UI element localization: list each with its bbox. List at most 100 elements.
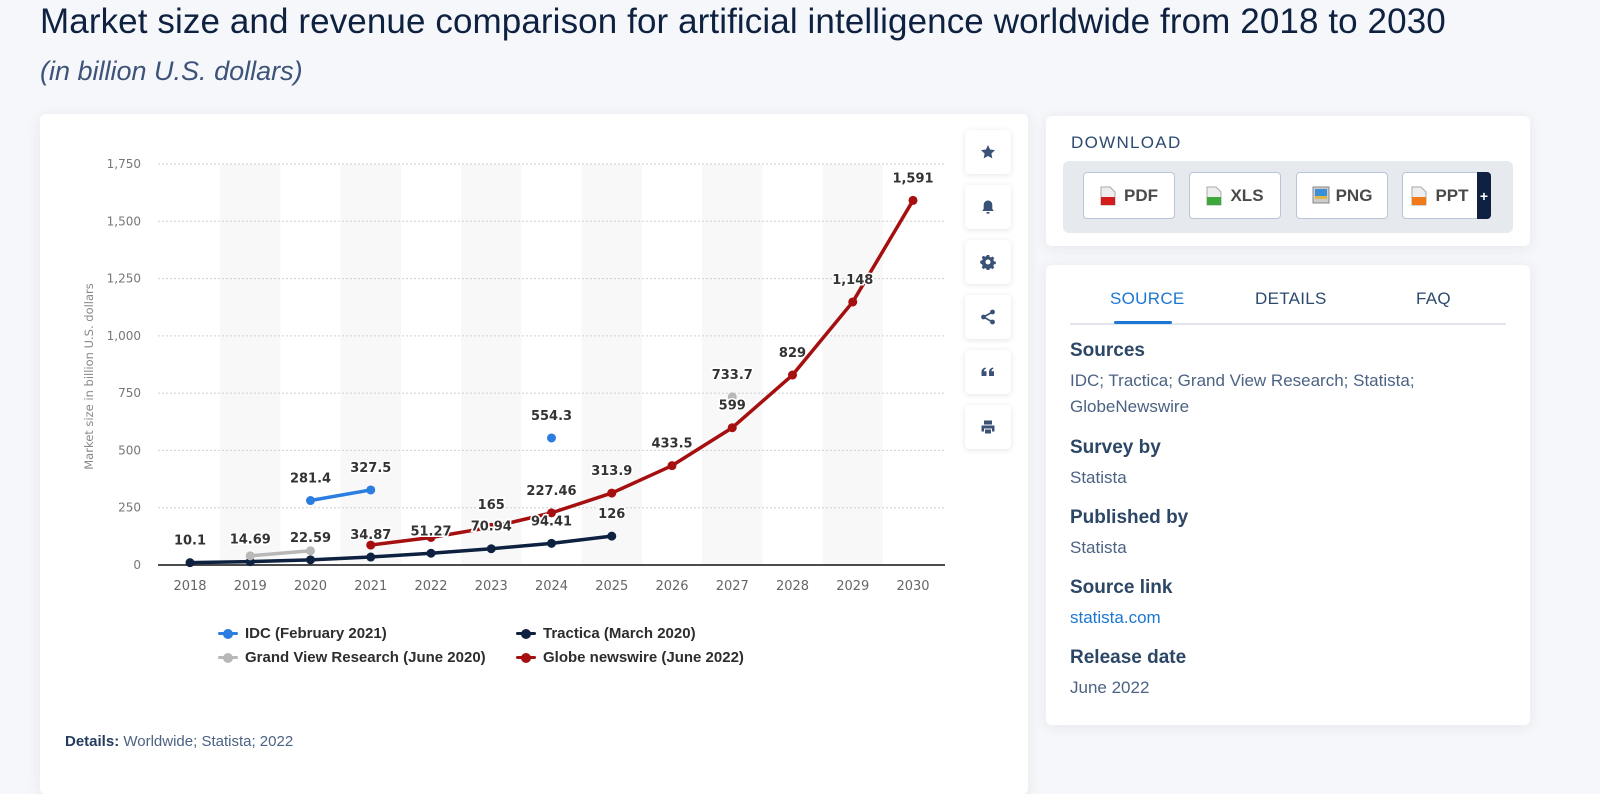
data-point: [848, 297, 858, 307]
legend-marker: [218, 628, 238, 639]
x-tick-label: 2020: [294, 579, 327, 594]
x-tick-label: 2022: [414, 579, 447, 594]
quote-icon: [981, 367, 994, 376]
gear-icon: [980, 255, 996, 270]
settings-button[interactable]: [965, 240, 1011, 284]
chart-card: 0 250 500 750 1,000 1,250 1,500 1,750 2018 2019 20…: [40, 114, 1028, 794]
published-by-heading: Published by: [1070, 507, 1189, 528]
category-band: [220, 164, 281, 565]
print-button[interactable]: [965, 405, 1011, 449]
legend-item-grand-view-research[interactable]: Grand View Research (June 2020): [218, 649, 486, 666]
x-tick-label: 2025: [595, 579, 628, 594]
share-icon: [981, 309, 995, 325]
legend-item-globe-newswire[interactable]: Globe newswire (June 2022): [516, 649, 744, 666]
favorite-button[interactable]: [965, 130, 1011, 174]
info-sources: Sources IDC; Tractica; Grand View Resear…: [1070, 340, 1490, 420]
category-band: [340, 164, 401, 565]
legend-item-tractica[interactable]: Tractica (March 2020): [516, 625, 696, 642]
download-pdf-button[interactable]: PDF: [1083, 172, 1175, 219]
y-tick-label: 250: [118, 501, 141, 515]
data-label: 554.3: [531, 409, 572, 424]
legend-label: IDC (February 2021): [245, 625, 387, 642]
series-line: [188, 534, 614, 565]
data-label: 1,591: [892, 171, 933, 186]
data-label: 14.69: [230, 533, 271, 548]
details-label: Details:: [65, 733, 120, 750]
data-label: 126: [598, 507, 625, 522]
notification-button[interactable]: [965, 185, 1011, 229]
download-title: DOWNLOAD: [1071, 133, 1182, 152]
cite-button[interactable]: [965, 350, 1011, 394]
y-tick-label: 1,750: [107, 157, 141, 171]
series-line: [369, 198, 915, 547]
y-axis-title: Market size in billion U.S. dollars: [82, 283, 96, 470]
data-label: 51.27: [410, 524, 451, 539]
x-tick-label: 2029: [836, 579, 869, 594]
data-point: [788, 370, 797, 380]
survey-by-value: Statista: [1070, 468, 1127, 487]
download-more-button[interactable]: +: [1477, 172, 1491, 219]
download-ppt-button[interactable]: PPT: [1402, 172, 1478, 219]
source-link-heading: Source link: [1070, 577, 1173, 598]
download-panel: DOWNLOAD PDF XLS PNG PPT +: [1046, 116, 1530, 246]
data-point: [426, 533, 436, 543]
line-chart: 0 250 500 750 1,000 1,250 1,500 1,750 2018 2019 20…: [82, 157, 945, 594]
category-band: [822, 164, 883, 565]
tab-details[interactable]: DETAILS: [1255, 289, 1327, 308]
tab-source[interactable]: SOURCE: [1110, 289, 1185, 308]
xls-file-icon: [1206, 186, 1222, 206]
release-date-heading: Release date: [1070, 647, 1187, 668]
star-icon: [981, 145, 995, 159]
legend-label: Grand View Research (June 2020): [245, 649, 486, 666]
share-button[interactable]: [965, 295, 1011, 339]
legend-item-idc[interactable]: IDC (February 2021): [218, 625, 387, 642]
page-subtitle: (in billion U.S. dollars): [40, 56, 303, 86]
data-label: 433.5: [651, 437, 692, 452]
data-label: 733.7: [712, 368, 753, 383]
ppt-file-icon: [1411, 186, 1427, 206]
data-point: [727, 423, 737, 433]
category-band: [581, 164, 642, 565]
x-tick-label: 2030: [896, 579, 929, 594]
x-tick-label: 2027: [716, 579, 749, 594]
sources-value: IDC; Tractica; Grand View Research; Stat…: [1070, 371, 1415, 416]
chart-details: Details: Worldwide; Statista; 2022: [65, 733, 293, 750]
data-point: [607, 488, 617, 498]
data-point: [245, 551, 255, 561]
y-tick-label: 1,000: [107, 329, 141, 343]
legend-marker: [218, 652, 238, 663]
data-point: [547, 433, 556, 443]
info-release-date: Release date June 2022: [1070, 647, 1490, 701]
data-point: [486, 544, 496, 554]
download-png-button[interactable]: PNG: [1296, 172, 1388, 219]
data-point: [306, 555, 315, 565]
data-label: 313.9: [591, 464, 632, 479]
data-label: 227.46: [526, 484, 576, 499]
tab-faq[interactable]: FAQ: [1416, 289, 1451, 308]
download-xls-button[interactable]: XLS: [1189, 172, 1281, 219]
page-title: Market size and revenue comparison for a…: [40, 2, 1446, 41]
details-value: Worldwide; Statista; 2022: [123, 733, 294, 750]
legend-marker: [516, 628, 536, 639]
data-point: [727, 392, 737, 402]
survey-by-heading: Survey by: [1070, 437, 1161, 458]
data-label: 34.87: [350, 528, 391, 543]
data-label: 70.94: [471, 520, 512, 535]
download-png-label: PNG: [1335, 185, 1373, 205]
category-band: [702, 164, 763, 565]
info-source-link: Source link statista.com: [1070, 577, 1490, 631]
info-survey-by: Survey by Statista: [1070, 437, 1490, 491]
bell-icon: [982, 200, 994, 214]
data-label: 94.41: [531, 514, 572, 529]
category-band: [461, 164, 522, 565]
download-xls-label: XLS: [1230, 185, 1264, 205]
data-point: [366, 552, 376, 562]
x-tick-label: 2024: [535, 579, 568, 594]
x-tick-label: 2023: [475, 579, 508, 594]
data-point: [908, 195, 918, 205]
data-label: 281.4: [290, 472, 331, 487]
data-point: [185, 558, 195, 568]
source-link[interactable]: statista.com: [1070, 608, 1161, 627]
sources-heading: Sources: [1070, 340, 1145, 361]
chart-toolbar: [965, 130, 1011, 460]
